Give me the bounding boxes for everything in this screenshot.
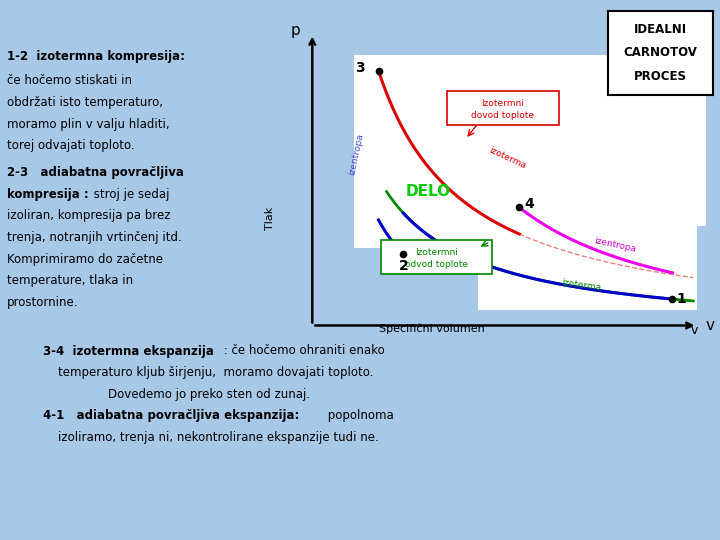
FancyBboxPatch shape	[381, 240, 492, 274]
Text: 4: 4	[525, 198, 534, 211]
Text: trenja, notranjih vrtinčenj itd.: trenja, notranjih vrtinčenj itd.	[7, 231, 182, 244]
Text: stroj je sedaj: stroj je sedaj	[90, 188, 169, 201]
Text: Izotermni: Izotermni	[481, 99, 524, 108]
Text: izoterma: izoterma	[487, 145, 527, 170]
Text: torej odvajati toploto.: torej odvajati toploto.	[7, 139, 135, 152]
Text: izoterma: izoterma	[561, 278, 602, 292]
Text: temperaturo kljub širjenju,  moramo dovajati toploto.: temperaturo kljub širjenju, moramo dovaj…	[58, 366, 373, 379]
Text: v: v	[691, 324, 698, 337]
Text: moramo plin v valju hladiti,: moramo plin v valju hladiti,	[7, 118, 170, 131]
Text: obdržati isto temperaturo,: obdržati isto temperaturo,	[7, 96, 163, 109]
Text: p: p	[290, 23, 300, 38]
Text: odvod toplote: odvod toplote	[405, 260, 468, 269]
Text: 2: 2	[398, 260, 408, 273]
Text: PROCES: PROCES	[634, 70, 687, 83]
Text: Dovedemo jo preko sten od zunaj.: Dovedemo jo preko sten od zunaj.	[108, 388, 310, 401]
Text: Specifični volumen: Specifični volumen	[379, 324, 485, 334]
Text: v: v	[706, 318, 715, 333]
Text: izentropa: izentropa	[347, 133, 364, 177]
Bar	[478, 211, 698, 310]
Text: 3: 3	[355, 61, 365, 75]
Text: Izotermni: Izotermni	[415, 248, 458, 257]
Text: izoliramo, trenja ni, nekontrolirane ekspanzije tudi ne.: izoliramo, trenja ni, nekontrolirane eks…	[58, 431, 378, 444]
Bar	[354, 179, 478, 248]
Text: IDEALNI: IDEALNI	[634, 23, 687, 36]
FancyBboxPatch shape	[447, 91, 559, 125]
Text: temperature, tlaka in: temperature, tlaka in	[7, 274, 133, 287]
Text: popolnoma: popolnoma	[324, 409, 394, 422]
Text: 3-4  izotermna ekspanzija: 3-4 izotermna ekspanzija	[43, 345, 214, 357]
Text: izentropa: izentropa	[593, 236, 636, 254]
Text: Komprimiramo do začetne: Komprimiramo do začetne	[7, 253, 163, 266]
Text: če hočemo stiskati in: če hočemo stiskati in	[7, 75, 132, 87]
Bar	[466, 56, 720, 226]
Text: : če hočemo ohraniti enako: : če hočemo ohraniti enako	[220, 345, 384, 357]
Text: 1-2  izotermna kompresija:: 1-2 izotermna kompresija:	[7, 50, 185, 63]
Text: DELO: DELO	[405, 185, 451, 199]
Text: prostornine.: prostornine.	[7, 296, 78, 309]
Bar	[354, 56, 540, 195]
Text: 1: 1	[677, 292, 686, 306]
Text: Tlak: Tlak	[265, 207, 275, 231]
Text: 2-3   adiabatna povračljiva: 2-3 adiabatna povračljiva	[7, 166, 184, 179]
Text: kompresija :: kompresija :	[7, 188, 89, 201]
Text: CARNOTOV: CARNOTOV	[624, 46, 698, 59]
Text: dovod toplote: dovod toplote	[472, 111, 534, 120]
Text: 4-1   adiabatna povračljiva ekspanzija:: 4-1 adiabatna povračljiva ekspanzija:	[43, 409, 300, 422]
Text: izoliran, kompresija pa brez: izoliran, kompresija pa brez	[7, 210, 171, 222]
